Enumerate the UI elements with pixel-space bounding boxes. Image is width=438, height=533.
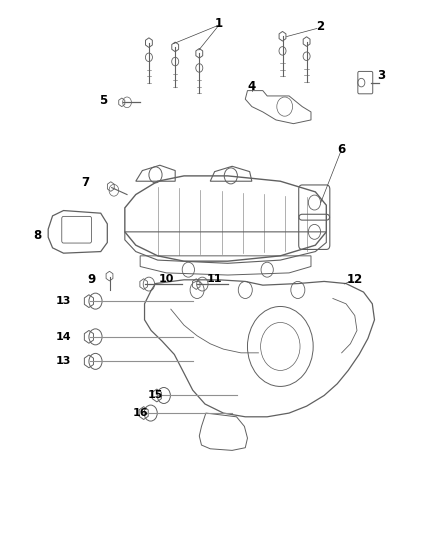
Text: 3: 3 [377, 69, 385, 82]
Text: 11: 11 [207, 274, 223, 284]
Text: 13: 13 [56, 296, 71, 306]
Text: 14: 14 [56, 332, 71, 342]
Text: 2: 2 [316, 20, 324, 33]
Text: 4: 4 [248, 80, 256, 93]
Text: 8: 8 [33, 229, 41, 242]
Text: 10: 10 [159, 274, 174, 284]
Text: 7: 7 [81, 176, 89, 189]
Text: 12: 12 [346, 273, 363, 286]
Text: 15: 15 [148, 391, 163, 400]
Text: 9: 9 [88, 273, 96, 286]
Text: 6: 6 [338, 143, 346, 156]
Text: 13: 13 [56, 357, 71, 366]
Text: 1: 1 [215, 17, 223, 30]
Text: 16: 16 [132, 408, 148, 418]
Text: 5: 5 [99, 94, 107, 107]
